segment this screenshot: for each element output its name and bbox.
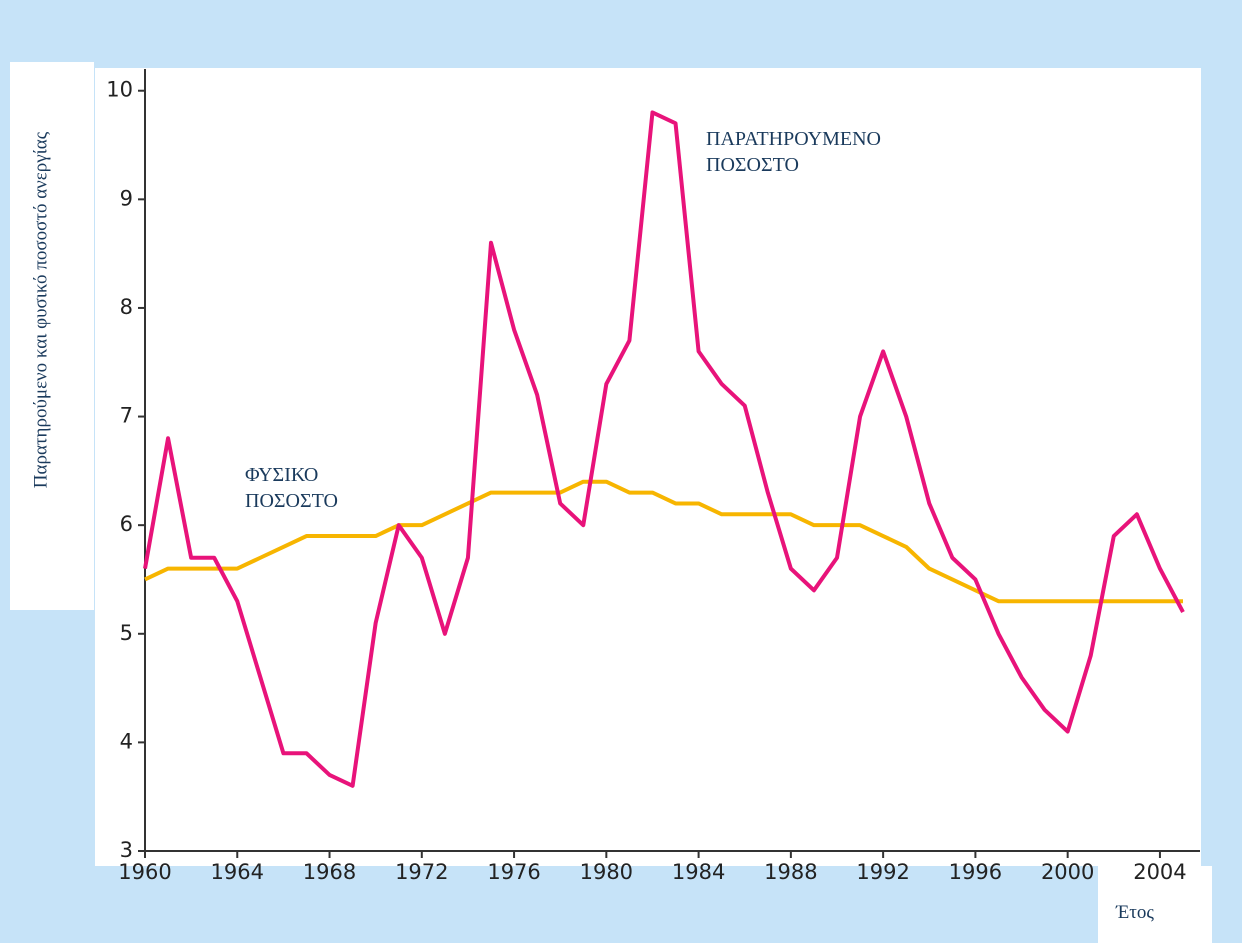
x-label-box <box>1098 866 1212 943</box>
series-label: ΠΑΡΑΤΗΡΟΥΜΕΝΟ ΠΟΣΟΣΤΟ <box>706 128 881 176</box>
y-tick-label: 8 <box>120 295 133 319</box>
x-tick-label: 1976 <box>487 860 540 884</box>
x-tick-label: 1980 <box>580 860 633 884</box>
series-label: ΦΥΣΙΚΟ ΠΟΣΟΣΤΟ <box>245 464 338 512</box>
x-axis-label: Έτος <box>1115 902 1154 923</box>
y-tick-label: 5 <box>120 621 133 645</box>
y-tick-label: 3 <box>120 838 133 862</box>
x-tick-label: 1960 <box>118 860 171 884</box>
y-tick-label: 9 <box>120 186 133 210</box>
y-tick-label: 7 <box>120 404 133 428</box>
y-tick-label: 6 <box>120 512 133 536</box>
x-tick-label: 1996 <box>949 860 1002 884</box>
x-tick-label: 2000 <box>1041 860 1094 884</box>
x-tick-label: 1988 <box>764 860 817 884</box>
y-label-box <box>10 62 94 610</box>
y-tick-label: 4 <box>120 729 133 753</box>
x-tick-label: 2004 <box>1133 860 1186 884</box>
y-tick-label: 10 <box>106 78 133 102</box>
x-tick-label: 1972 <box>395 860 448 884</box>
series-line <box>144 479 1183 604</box>
x-tick-label: 1984 <box>672 860 725 884</box>
y-axis-label: Παρατηρούμενο και φυσικό ποσοστό ανεργία… <box>30 131 51 488</box>
x-tick-label: 1968 <box>303 860 356 884</box>
x-tick-label: 1964 <box>211 860 264 884</box>
series-line <box>143 110 1185 788</box>
x-tick-label: 1992 <box>856 860 909 884</box>
